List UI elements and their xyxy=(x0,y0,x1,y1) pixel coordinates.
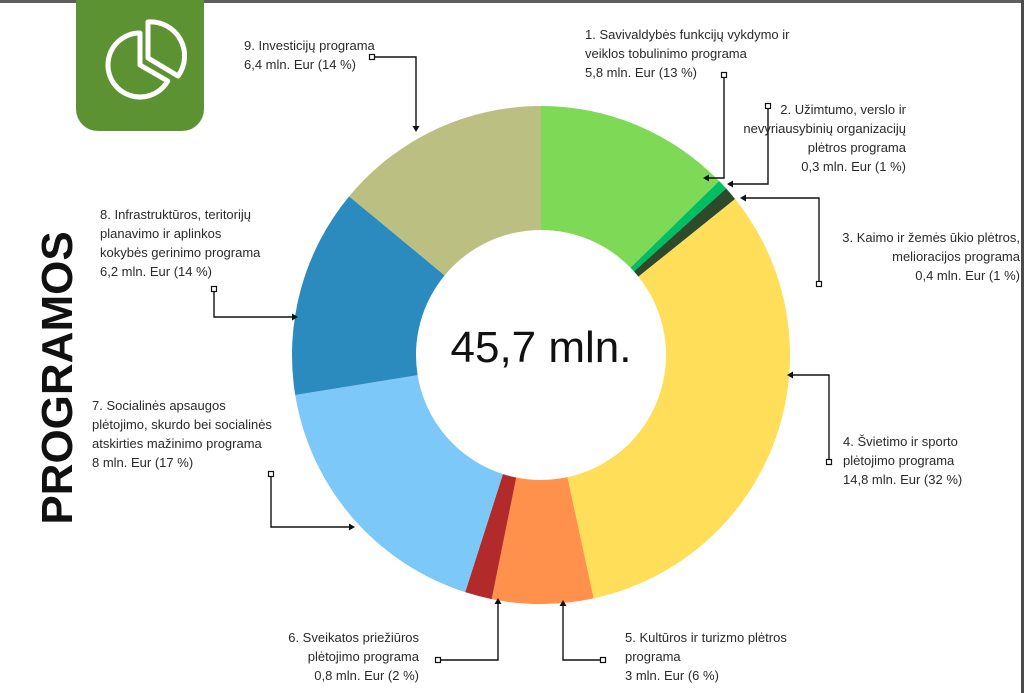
leader-arrowhead-9 xyxy=(412,126,420,132)
slice-label-7: 7. Socialinės apsaugos plėtojimo, skurdo… xyxy=(92,398,272,470)
leader-line-1 xyxy=(708,75,725,179)
leader-anchor-8 xyxy=(210,285,218,293)
logo-tile xyxy=(76,0,204,131)
leader-anchor-9 xyxy=(368,53,376,61)
leader-line-2 xyxy=(732,106,769,185)
top-edge-bar xyxy=(0,0,1024,3)
leader-line-7 xyxy=(270,474,350,528)
leader-anchor-6 xyxy=(434,656,442,664)
donut-slice-6 xyxy=(465,474,517,600)
slice-label-5: 5. Kultūros ir turizmo plėtros programa … xyxy=(625,630,787,683)
slice-label-6: 6. Sveikatos priežiūros plėtojimo progra… xyxy=(288,630,419,683)
slice-label-1: 1. Savivaldybės funkcijų vykdymo ir veik… xyxy=(585,27,790,80)
leader-arrowhead-7 xyxy=(349,523,355,531)
leader-arrowhead-4 xyxy=(787,371,793,379)
leader-anchor-7 xyxy=(267,470,275,478)
slice-label-2: 2. Užimtumo, verslo ir nevyriausybinių o… xyxy=(743,102,906,174)
leader-arrowhead-1 xyxy=(703,174,709,182)
leader-line-9 xyxy=(372,56,417,127)
donut-slice-7 xyxy=(295,375,503,593)
donut-slice-1 xyxy=(541,106,720,268)
slice-label-8: 8. Infrastruktūros, teritorijų planavimo… xyxy=(100,207,261,279)
donut-slice-8 xyxy=(291,196,445,396)
leader-anchor-3 xyxy=(815,280,823,288)
leader-arrowhead-2 xyxy=(727,180,733,188)
slice-label-3: 3. Kaimo ir žemės ūkio plėtros, meliorac… xyxy=(842,230,1020,283)
pie-chart-icon xyxy=(105,19,188,100)
leader-line-4 xyxy=(792,374,830,462)
leader-anchor-4 xyxy=(825,458,833,466)
donut-slice-5 xyxy=(491,477,594,604)
donut-center-total: 45,7 mln. xyxy=(450,323,632,372)
leader-arrowhead-6 xyxy=(494,598,502,604)
leader-line-3 xyxy=(745,197,820,284)
leader-arrowhead-5 xyxy=(559,600,567,606)
leader-arrowhead-8 xyxy=(292,313,298,321)
leader-arrowhead-3 xyxy=(740,194,746,202)
slice-label-4: 4. Švietimo ir sporto plėtojimo programa… xyxy=(843,434,963,487)
donut-slice-4 xyxy=(567,198,790,599)
leader-line-8 xyxy=(213,289,293,318)
leader-line-6 xyxy=(438,603,499,661)
donut-slice-2 xyxy=(630,181,727,272)
slice-label-9: 9. Investicijų programa 6,4 mln. Eur (14… xyxy=(244,38,375,72)
leader-anchor-1 xyxy=(720,71,728,79)
right-edge-bar xyxy=(1021,0,1024,693)
donut-slice-9 xyxy=(349,106,541,276)
leader-anchor-2 xyxy=(764,102,772,110)
donut-slice-3 xyxy=(633,188,736,277)
leader-anchor-5 xyxy=(599,656,607,664)
leader-line-5 xyxy=(562,605,603,661)
